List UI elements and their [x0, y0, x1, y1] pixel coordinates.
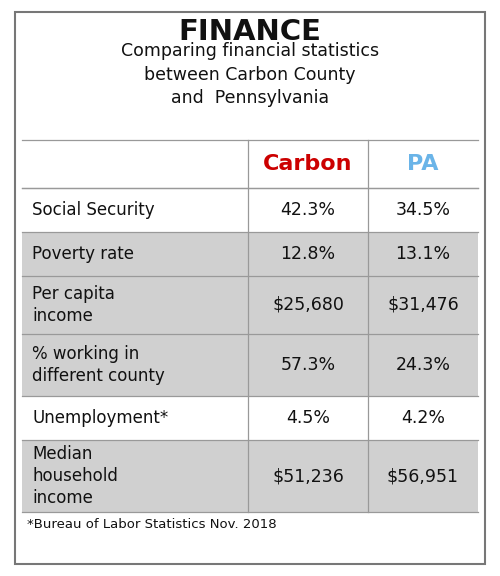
Text: 34.5%: 34.5% — [396, 201, 450, 219]
Text: $51,236: $51,236 — [272, 467, 344, 485]
Text: 12.8%: 12.8% — [280, 245, 336, 263]
Text: 4.5%: 4.5% — [286, 409, 330, 427]
Text: Poverty rate: Poverty rate — [32, 245, 134, 263]
Text: $31,476: $31,476 — [387, 296, 459, 314]
Text: 57.3%: 57.3% — [280, 356, 336, 374]
Text: Unemployment*: Unemployment* — [32, 409, 168, 427]
Bar — [22, 276, 478, 334]
Text: Median
household
income: Median household income — [32, 445, 118, 507]
Text: % working in
different county: % working in different county — [32, 345, 165, 385]
Text: 42.3%: 42.3% — [280, 201, 336, 219]
Text: Social Security: Social Security — [32, 201, 154, 219]
Bar — [22, 440, 478, 512]
Text: Per capita
income: Per capita income — [32, 285, 115, 325]
Text: 13.1%: 13.1% — [396, 245, 450, 263]
Text: Carbon: Carbon — [263, 154, 353, 174]
Text: $25,680: $25,680 — [272, 296, 344, 314]
Text: FINANCE: FINANCE — [178, 18, 322, 46]
Bar — [22, 334, 478, 396]
Text: $56,951: $56,951 — [387, 467, 459, 485]
Text: *Bureau of Labor Statistics Nov. 2018: *Bureau of Labor Statistics Nov. 2018 — [27, 518, 276, 531]
Text: Comparing financial statistics
between Carbon County
and  Pennsylvania: Comparing financial statistics between C… — [121, 42, 379, 107]
Text: 4.2%: 4.2% — [401, 409, 445, 427]
Text: PA: PA — [407, 154, 439, 174]
Bar — [22, 232, 478, 276]
Text: 24.3%: 24.3% — [396, 356, 450, 374]
